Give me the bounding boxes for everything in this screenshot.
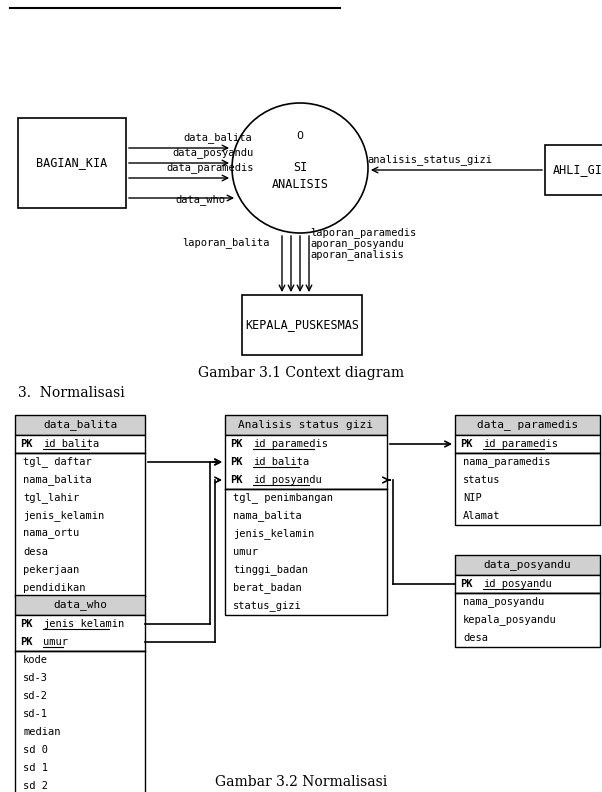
Text: AHLI_GIZI: AHLI_GIZI bbox=[553, 163, 602, 177]
Text: umur: umur bbox=[233, 547, 258, 557]
Text: tgl_ daftar: tgl_ daftar bbox=[23, 456, 92, 467]
Text: PK: PK bbox=[460, 579, 473, 589]
Text: PK: PK bbox=[230, 439, 243, 449]
Text: aporan_posyandu: aporan_posyandu bbox=[310, 238, 404, 249]
Text: status_gizi: status_gizi bbox=[233, 600, 302, 611]
Text: PK: PK bbox=[460, 439, 473, 449]
Bar bbox=[545, 145, 602, 195]
Text: Gambar 3.2 Normalisasi: Gambar 3.2 Normalisasi bbox=[215, 775, 387, 789]
Text: tinggi_badan: tinggi_badan bbox=[233, 565, 308, 576]
Bar bbox=[242, 295, 362, 355]
Text: BAGIAN_KIA: BAGIAN_KIA bbox=[36, 157, 108, 169]
Ellipse shape bbox=[232, 103, 368, 233]
Text: tgl_lahir: tgl_lahir bbox=[23, 493, 79, 504]
Text: id_paramedis: id_paramedis bbox=[483, 439, 558, 449]
Text: pekerjaan: pekerjaan bbox=[23, 565, 79, 575]
Text: sd-1: sd-1 bbox=[23, 709, 48, 719]
Text: id_balita: id_balita bbox=[253, 456, 309, 467]
Text: nama_ortu: nama_ortu bbox=[23, 529, 79, 539]
Text: kode: kode bbox=[23, 655, 48, 665]
Bar bbox=[455, 453, 600, 525]
Bar bbox=[455, 575, 600, 593]
Text: id_posyandu: id_posyandu bbox=[483, 578, 552, 589]
Text: data_posyandu: data_posyandu bbox=[483, 559, 571, 570]
Text: 3.  Normalisasi: 3. Normalisasi bbox=[18, 386, 125, 400]
Text: data_who: data_who bbox=[53, 600, 107, 611]
Text: sd-2: sd-2 bbox=[23, 691, 48, 701]
Text: Gambar 3.1 Context diagram: Gambar 3.1 Context diagram bbox=[198, 366, 404, 380]
Text: pendidikan: pendidikan bbox=[23, 583, 85, 593]
Text: analisis_status_gizi: analisis_status_gizi bbox=[367, 154, 492, 165]
Text: NIP: NIP bbox=[463, 493, 482, 503]
Text: desa: desa bbox=[463, 633, 488, 643]
Bar bbox=[15, 435, 145, 453]
Text: data_ paramedis: data_ paramedis bbox=[477, 420, 578, 431]
Text: PK: PK bbox=[20, 637, 33, 647]
Text: PK: PK bbox=[20, 439, 33, 449]
Text: tgl_ penimbangan: tgl_ penimbangan bbox=[233, 493, 333, 504]
Text: jenis_kelamin: jenis_kelamin bbox=[23, 511, 104, 521]
Text: sd 0: sd 0 bbox=[23, 745, 48, 755]
Text: PK: PK bbox=[230, 457, 243, 467]
Text: PK: PK bbox=[20, 619, 33, 629]
Bar bbox=[455, 415, 600, 435]
Text: 0: 0 bbox=[297, 131, 303, 141]
Text: desa: desa bbox=[23, 547, 48, 557]
Text: kepala_posyandu: kepala_posyandu bbox=[463, 615, 557, 626]
Text: laporan_balita: laporan_balita bbox=[182, 237, 270, 248]
Text: status: status bbox=[463, 475, 500, 485]
Text: id_posyandu: id_posyandu bbox=[253, 474, 321, 485]
Text: data_balita: data_balita bbox=[43, 420, 117, 431]
Text: Analisis status gizi: Analisis status gizi bbox=[238, 420, 373, 430]
Text: data_posyandu: data_posyandu bbox=[172, 147, 253, 158]
Bar bbox=[455, 555, 600, 575]
Text: sd 1: sd 1 bbox=[23, 763, 48, 773]
Text: nama_balita: nama_balita bbox=[233, 511, 302, 521]
Text: nama_posyandu: nama_posyandu bbox=[463, 596, 544, 607]
Text: umur: umur bbox=[43, 637, 68, 647]
Text: nama_balita: nama_balita bbox=[23, 474, 92, 485]
Text: data_paramedis: data_paramedis bbox=[166, 162, 254, 173]
Bar bbox=[225, 489, 387, 615]
Text: sd-3: sd-3 bbox=[23, 673, 48, 683]
Bar bbox=[15, 415, 145, 435]
Text: sd 2: sd 2 bbox=[23, 781, 48, 791]
Text: Alamat: Alamat bbox=[463, 511, 500, 521]
Bar bbox=[15, 453, 145, 597]
Bar bbox=[455, 435, 600, 453]
Bar bbox=[18, 118, 126, 208]
Text: median: median bbox=[23, 727, 60, 737]
Bar bbox=[15, 595, 145, 615]
Bar bbox=[15, 651, 145, 792]
Text: jenis_kelamin: jenis_kelamin bbox=[43, 619, 124, 630]
Text: jenis_kelamin: jenis_kelamin bbox=[233, 528, 314, 539]
Text: id_paramedis: id_paramedis bbox=[253, 439, 328, 449]
Text: nama_paramedis: nama_paramedis bbox=[463, 456, 550, 467]
Bar bbox=[455, 593, 600, 647]
Bar bbox=[225, 415, 387, 435]
Text: berat_badan: berat_badan bbox=[233, 583, 302, 593]
Text: SI
ANALISIS: SI ANALISIS bbox=[272, 161, 329, 191]
Text: KEPALA_PUSKESMAS: KEPALA_PUSKESMAS bbox=[245, 318, 359, 332]
Text: PK: PK bbox=[230, 475, 243, 485]
Text: laporan_paramedis: laporan_paramedis bbox=[310, 227, 416, 238]
Bar bbox=[225, 435, 387, 489]
Text: id_balita: id_balita bbox=[43, 439, 99, 449]
Text: data_balita: data_balita bbox=[184, 132, 252, 143]
Bar bbox=[15, 615, 145, 651]
Text: aporan_analisis: aporan_analisis bbox=[310, 249, 404, 260]
Text: data_who: data_who bbox=[175, 194, 225, 205]
